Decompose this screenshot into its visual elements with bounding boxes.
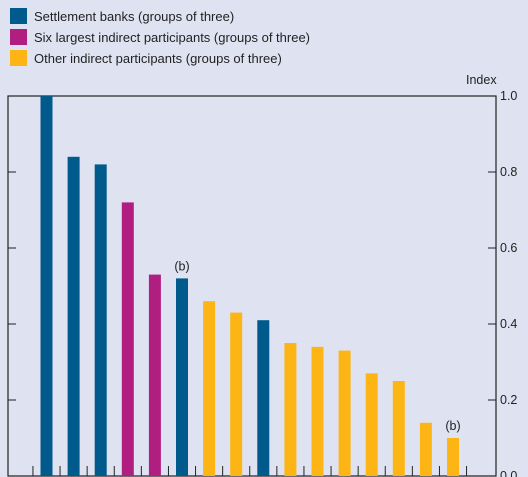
bar-annotations: (b) (b)	[174, 259, 460, 433]
bar	[365, 373, 378, 476]
bar	[257, 320, 270, 476]
bar	[392, 381, 405, 476]
bar	[67, 156, 80, 477]
bar-annotation: (b)	[174, 259, 189, 273]
bar-annotation: (b)	[445, 419, 460, 433]
legend-label: Six largest indirect participants (group…	[34, 30, 310, 45]
bar	[148, 274, 161, 476]
y-tick-label: 0.2	[500, 393, 517, 407]
legend-swatch	[10, 50, 27, 66]
legend: Settlement banks (groups of three) Six la…	[10, 8, 310, 66]
legend-swatch	[10, 29, 27, 45]
y-tick-label: 0.0	[500, 469, 517, 477]
bar	[284, 343, 297, 476]
bar	[338, 350, 351, 476]
bar	[230, 312, 243, 476]
y-tick-label: 0.8	[500, 165, 517, 179]
bar	[176, 278, 188, 476]
legend-label: Other indirect participants (groups of t…	[34, 51, 282, 66]
y-axis-unit-label: Index	[466, 73, 497, 87]
y-tick-label: 1.0	[500, 89, 517, 103]
bar	[203, 301, 216, 476]
bar	[419, 422, 432, 476]
y-tick-label: 0.6	[500, 241, 517, 255]
bar	[311, 346, 324, 476]
bar	[40, 96, 53, 476]
bar	[447, 438, 459, 476]
plot-frame	[7, 95, 497, 477]
y-axis: 0.0 0.2 0.4 0.6 0.8 1.0	[8, 89, 517, 477]
bar	[121, 202, 134, 476]
legend-swatch	[10, 8, 27, 24]
legend-label: Settlement banks (groups of three)	[34, 9, 234, 24]
y-tick-label: 0.4	[500, 317, 517, 331]
bar-series	[40, 96, 459, 477]
x-axis-ticks	[32, 466, 468, 476]
bar	[94, 164, 107, 476]
